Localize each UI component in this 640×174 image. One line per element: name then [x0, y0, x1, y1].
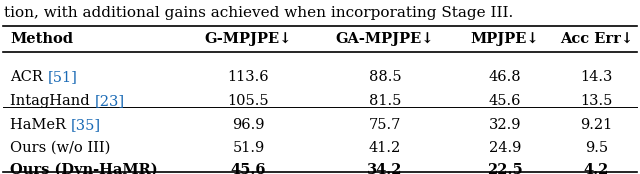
Text: G-MPJPE↓: G-MPJPE↓	[205, 32, 292, 46]
Text: 81.5: 81.5	[369, 94, 401, 108]
Text: GA-MPJPE↓: GA-MPJPE↓	[336, 32, 435, 46]
Text: MPJPE↓: MPJPE↓	[470, 32, 540, 46]
Text: Ours (w/o III): Ours (w/o III)	[10, 141, 111, 155]
Text: tion, with additional gains achieved when incorporating Stage III.: tion, with additional gains achieved whe…	[4, 6, 513, 20]
Text: Method: Method	[10, 32, 74, 46]
Text: 9.21: 9.21	[580, 118, 612, 132]
Text: 96.9: 96.9	[232, 118, 265, 132]
Text: 13.5: 13.5	[580, 94, 612, 108]
Text: [51]: [51]	[48, 70, 77, 84]
Text: 32.9: 32.9	[489, 118, 521, 132]
Text: 34.2: 34.2	[367, 163, 403, 174]
Text: HaMeR: HaMeR	[10, 118, 71, 132]
Text: 9.5: 9.5	[585, 141, 608, 155]
Text: 45.6: 45.6	[231, 163, 266, 174]
Text: IntagHand: IntagHand	[10, 94, 95, 108]
Text: 113.6: 113.6	[228, 70, 269, 84]
Text: 24.9: 24.9	[489, 141, 521, 155]
Text: 75.7: 75.7	[369, 118, 401, 132]
Text: 45.6: 45.6	[489, 94, 521, 108]
Text: 46.8: 46.8	[489, 70, 522, 84]
Text: 4.2: 4.2	[584, 163, 609, 174]
Text: ACR: ACR	[10, 70, 48, 84]
Text: Acc Err↓: Acc Err↓	[560, 32, 633, 46]
Text: [35]: [35]	[71, 118, 101, 132]
Text: 88.5: 88.5	[369, 70, 401, 84]
Text: Ours (Dyn-HaMR): Ours (Dyn-HaMR)	[10, 163, 158, 174]
Text: 41.2: 41.2	[369, 141, 401, 155]
Text: [23]: [23]	[95, 94, 125, 108]
Text: 22.5: 22.5	[487, 163, 523, 174]
Text: 51.9: 51.9	[232, 141, 264, 155]
Text: 105.5: 105.5	[228, 94, 269, 108]
Text: 14.3: 14.3	[580, 70, 612, 84]
